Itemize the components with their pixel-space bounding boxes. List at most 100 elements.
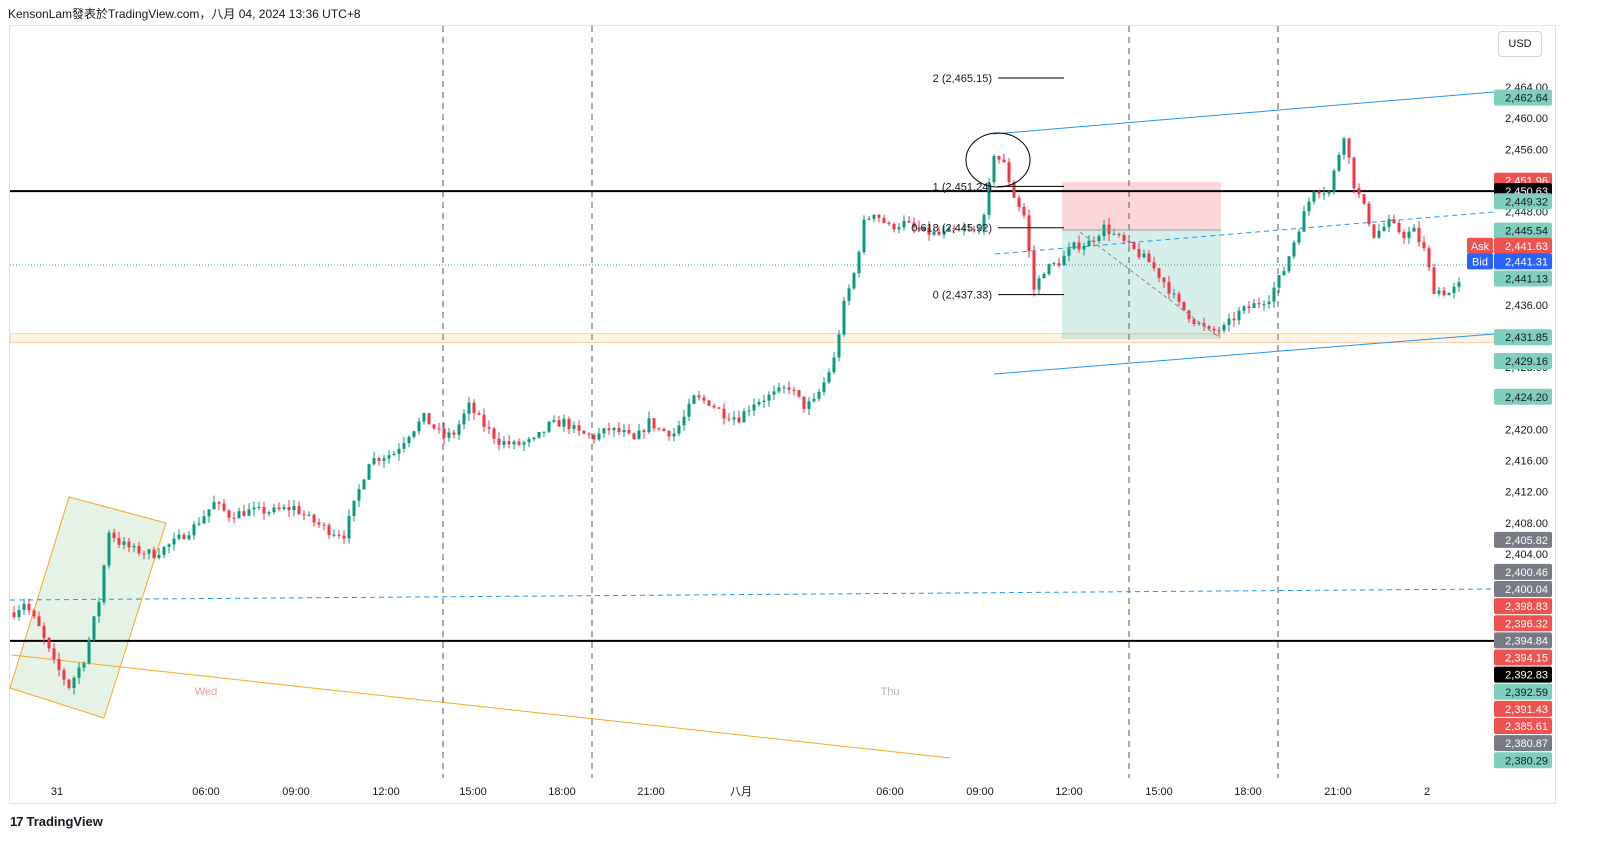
candle-body (347, 515, 351, 539)
candle-body (1402, 232, 1406, 239)
price-label-text: 2,398.83 (1505, 601, 1548, 613)
day-label-wed: Wed (195, 686, 217, 698)
candle-body (1152, 262, 1156, 269)
candle-body (722, 408, 726, 419)
price-tick-label: 2,416.00 (1505, 456, 1548, 468)
price-tick-label: 2,448.00 (1505, 207, 1548, 219)
candle-body (862, 219, 866, 253)
candle-body (897, 227, 901, 230)
candle-body (202, 516, 206, 524)
price-label-box (1494, 193, 1552, 210)
candle-body (1012, 182, 1016, 198)
candle-body (1087, 240, 1091, 247)
time-axis: 31 06:00 09:00 12:00 15:00 18:00 21:00 八月 06:00 0… (51, 786, 1430, 798)
candle-body (1082, 246, 1086, 250)
candle-body (212, 502, 216, 510)
price-label-box (1494, 718, 1552, 735)
candle-body (1042, 274, 1046, 279)
candle-body (792, 389, 796, 391)
price-label-box (1494, 388, 1552, 405)
price-label-text: 2,424.20 (1505, 392, 1548, 404)
candle-body (327, 525, 331, 536)
candle-body (1172, 293, 1176, 295)
support-zone (9, 333, 1495, 344)
candle-body (667, 430, 671, 437)
candle-body (1112, 233, 1116, 235)
candle-body (757, 401, 761, 405)
candle-body (942, 230, 946, 235)
currency-button[interactable]: USD (1498, 31, 1542, 57)
candle-body (1322, 193, 1326, 195)
candle-body (742, 411, 746, 423)
candle-body (1327, 191, 1331, 194)
candle-body (627, 429, 631, 434)
highlight-ellipse (965, 132, 1031, 188)
price-label-text: 2,392.59 (1505, 687, 1548, 699)
candle-body (197, 523, 201, 525)
candle-body (957, 228, 961, 230)
candle-body (592, 434, 596, 440)
candle-body (332, 534, 336, 536)
candle-body (917, 227, 921, 231)
price-label-text: 2,394.15 (1505, 653, 1548, 665)
candle-body (652, 418, 656, 429)
price-label-box (1494, 329, 1552, 346)
price-label-box (1494, 615, 1552, 632)
candle-body (182, 534, 186, 540)
tradingview-logo-text: TradingView (26, 814, 103, 829)
candle-body (1457, 282, 1461, 287)
candle-body (187, 535, 191, 540)
candle-body (142, 553, 146, 555)
candle-body (1182, 301, 1186, 311)
candle-body (367, 464, 371, 480)
candle-body (217, 502, 221, 504)
candle-body (1242, 306, 1246, 311)
candle-body (1377, 230, 1381, 238)
candle-body (912, 222, 916, 228)
price-label-text: 2,400.04 (1505, 584, 1548, 596)
candle-body (637, 430, 641, 440)
candle-body (1272, 287, 1276, 302)
candle-body (847, 288, 851, 301)
price-label-box (1494, 735, 1552, 752)
candle-body (552, 420, 556, 422)
price-label-text: 2,441.63 (1505, 241, 1548, 253)
candle-body (647, 418, 651, 433)
candle-body (412, 431, 416, 437)
price-label-text: 2,405.82 (1505, 535, 1548, 547)
candle-body (1222, 324, 1226, 331)
candle-body (1422, 242, 1426, 249)
time-tick-label: 31 (51, 786, 63, 798)
time-tick-label: 21:00 (637, 786, 665, 798)
candle-body (272, 507, 276, 513)
candle-body (1147, 253, 1151, 263)
candle-body (867, 218, 871, 220)
price-label-text: 2,380.29 (1505, 755, 1548, 767)
candle-body (527, 439, 531, 443)
candle-body (1037, 278, 1041, 290)
candle-body (1117, 233, 1121, 236)
price-label-box (1494, 581, 1552, 598)
candle-body (102, 565, 106, 603)
candle-body (1367, 203, 1371, 225)
candle-body (422, 413, 426, 422)
price-tick-label: 2,456.00 (1505, 144, 1548, 156)
candle-body (222, 503, 226, 511)
candle-body (262, 506, 266, 514)
rotated-rectangle (9, 496, 167, 719)
candle-body (562, 418, 566, 427)
candle-body (807, 401, 811, 409)
candle-body (1397, 223, 1401, 233)
candle-body (1202, 322, 1206, 327)
candle-body (472, 402, 476, 414)
candle-body (452, 432, 456, 435)
candle-body (107, 532, 111, 566)
candle-body (22, 603, 26, 611)
candle-body (17, 610, 21, 618)
tradingview-logo[interactable]: 17 TradingView (10, 814, 103, 829)
candle-body (132, 546, 136, 548)
price-label-text: 2,445.54 (1505, 226, 1548, 238)
candle-body (1347, 138, 1351, 158)
fib-level-label: 1 (2,451.24) (933, 181, 992, 193)
